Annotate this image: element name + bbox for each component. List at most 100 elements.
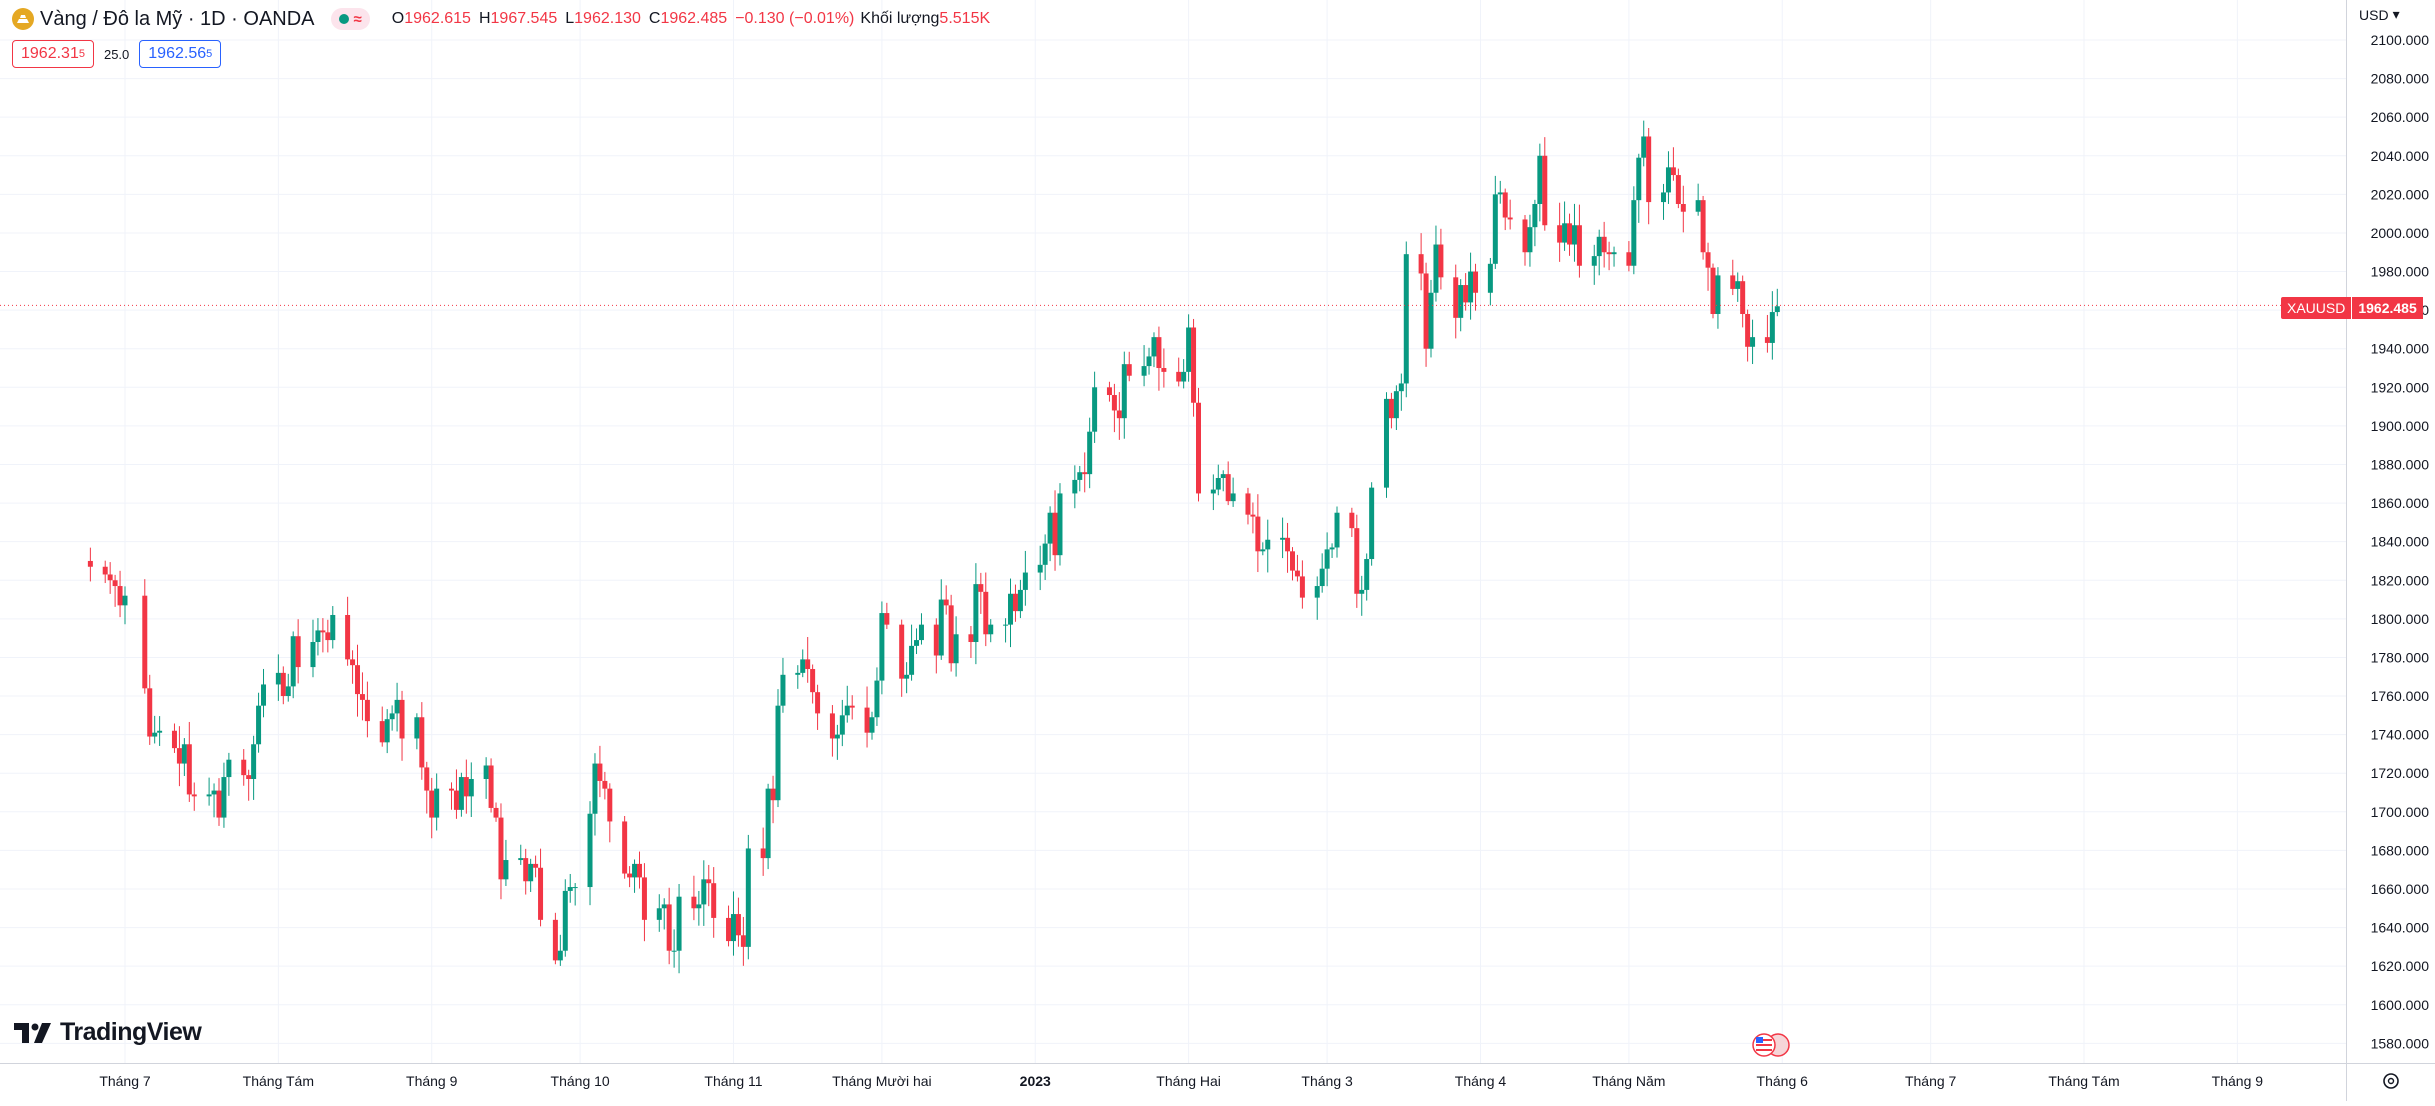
- candle-body: [285, 686, 291, 697]
- low-label: L: [565, 10, 575, 27]
- candle-body: [810, 669, 816, 693]
- candle-body: [973, 584, 979, 643]
- economic-events-marker[interactable]: [1750, 1032, 1792, 1058]
- sell-button[interactable]: 1962.31 5: [12, 40, 94, 68]
- candle-body: [216, 790, 222, 818]
- price-tick-label: 1680.000: [2371, 842, 2430, 858]
- candle-body: [1710, 267, 1716, 314]
- candle-body: [1151, 337, 1157, 357]
- legend-bar: Vàng / Đô la Mỹ · 1D · OANDA ≈ O1962.615…: [12, 6, 990, 32]
- price-tick-label: 1840.000: [2371, 534, 2430, 550]
- candle-body: [1473, 271, 1479, 293]
- candle-body: [251, 744, 257, 779]
- candle-body: [399, 699, 405, 739]
- candlestick-chart[interactable]: [0, 0, 2346, 1063]
- candle-body: [211, 790, 217, 795]
- settings-gear-icon[interactable]: [2347, 1064, 2435, 1101]
- candle-body: [602, 780, 608, 789]
- candle-body: [206, 794, 212, 797]
- candle-body: [1661, 192, 1667, 203]
- price-axis-labels: 2100.000 2080.000 2060.000 2040.000 2020.000…: [2371, 32, 2430, 1051]
- time-axis[interactable]: Tháng 7 Tháng Tám Tháng 9 Tháng 10 Tháng 11 T…: [0, 1063, 2346, 1101]
- candle-body: [696, 904, 702, 909]
- candle-body: [533, 863, 539, 868]
- candle-body: [953, 634, 959, 664]
- candle-body: [1388, 398, 1394, 419]
- currency-selector[interactable]: USD ▾: [2359, 6, 2400, 23]
- time-tick-label: Tháng 7: [1905, 1073, 1957, 1089]
- candle-body: [1665, 167, 1671, 193]
- candle-body: [1294, 570, 1300, 577]
- candle-body: [552, 919, 558, 961]
- candle-body: [384, 719, 390, 743]
- candle-body: [389, 713, 395, 720]
- candle-body: [1324, 549, 1330, 569]
- candle-body: [622, 821, 628, 874]
- candle-body: [1225, 474, 1231, 502]
- candle-body: [1468, 271, 1474, 303]
- tradingview-logo[interactable]: TradingView: [14, 1018, 202, 1047]
- candle-body: [775, 705, 781, 801]
- chart-pane[interactable]: [0, 0, 2346, 1063]
- last-price-tag: XAUUSD 1962.485: [2281, 297, 2423, 319]
- price-tick-label: 1580.000: [2371, 1035, 2430, 1051]
- candle-body: [745, 848, 751, 947]
- us-flag-icon: [1752, 1033, 1790, 1057]
- candle-body: [290, 636, 296, 687]
- candle-body: [1641, 136, 1647, 158]
- candle-body: [1319, 568, 1325, 587]
- candle-body: [978, 584, 984, 592]
- candle-body: [1750, 337, 1756, 347]
- market-status-pill[interactable]: ≈: [330, 8, 370, 30]
- price-tick-label: 2100.000: [2371, 32, 2430, 48]
- candle-body: [1037, 564, 1043, 573]
- price-tick-label: 2080.000: [2371, 71, 2430, 87]
- buy-price-pip: 5: [206, 48, 213, 60]
- candle-body: [834, 734, 840, 739]
- candle-body: [874, 680, 880, 718]
- time-tick-label: Tháng Năm: [1592, 1073, 1665, 1089]
- candle-body: [523, 858, 529, 882]
- candle-body: [587, 813, 593, 888]
- candle-body: [740, 935, 746, 947]
- candle-body: [1008, 593, 1014, 625]
- candle-body: [350, 659, 356, 666]
- candle-body: [1369, 487, 1375, 560]
- candle-body: [1186, 327, 1192, 372]
- settings-corner[interactable]: [2346, 1063, 2435, 1101]
- candle-body: [1393, 391, 1399, 419]
- price-tick-label: 1620.000: [2371, 958, 2430, 974]
- candle-body: [849, 705, 855, 708]
- candle-body: [909, 645, 915, 675]
- candle-body: [760, 848, 766, 859]
- candle-body: [1255, 516, 1261, 552]
- candle-body: [1215, 477, 1221, 490]
- candle-body: [419, 717, 425, 768]
- candle-body: [1418, 254, 1424, 274]
- candle-body: [261, 684, 267, 706]
- candle-body: [1700, 200, 1706, 253]
- open-value: 1962.615: [404, 10, 471, 27]
- time-tick-label: Tháng 10: [551, 1073, 610, 1089]
- candle-body: [364, 699, 370, 722]
- candle-body: [102, 566, 108, 575]
- candle-body: [1562, 223, 1568, 243]
- candle-body: [765, 788, 771, 859]
- candle-body: [355, 665, 361, 695]
- price-axis[interactable]: 2100.000 2080.000 2060.000 2040.000 2020.000…: [2346, 0, 2435, 1063]
- candle-body: [1210, 489, 1216, 494]
- close-value: 1962.485: [660, 10, 728, 27]
- candle-body: [899, 624, 905, 679]
- candle-body: [567, 887, 573, 891]
- price-tick-label: 1640.000: [2371, 920, 2430, 936]
- candle-body: [795, 672, 801, 675]
- symbol-title[interactable]: Vàng / Đô la Mỹ · 1D · OANDA: [40, 7, 315, 30]
- candle-body: [1334, 512, 1340, 548]
- buy-button[interactable]: 1962.56 5: [139, 40, 222, 68]
- candle-body: [1349, 512, 1355, 529]
- candle-body: [780, 674, 786, 706]
- candle-body: [815, 692, 821, 714]
- candle-body: [1735, 281, 1741, 289]
- time-tick-label: Tháng 9: [2212, 1073, 2264, 1089]
- candle-body: [1626, 252, 1632, 266]
